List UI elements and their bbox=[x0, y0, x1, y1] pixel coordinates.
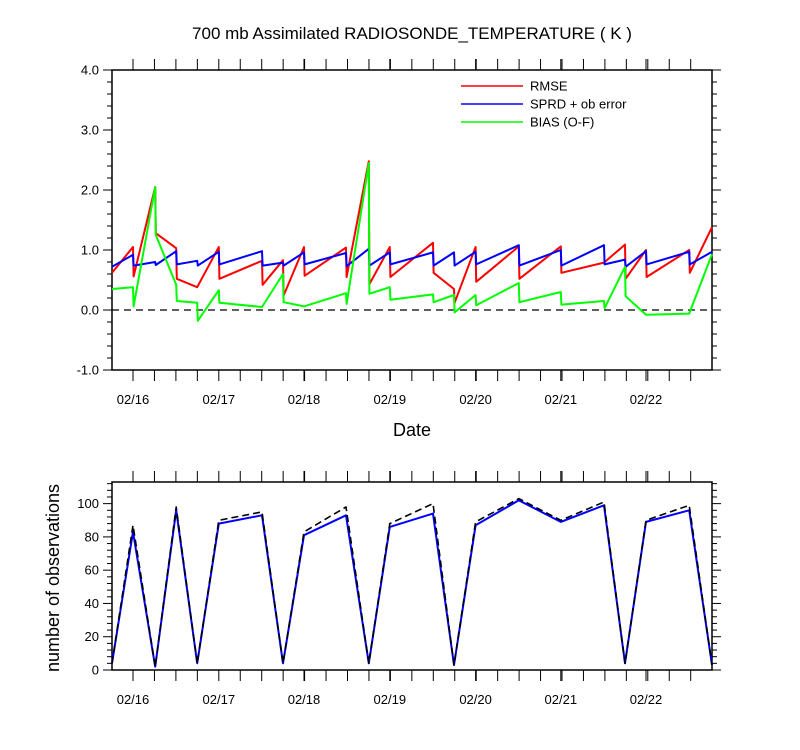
y-tick-label: -1.0 bbox=[77, 363, 99, 378]
legend-label-sprd-ob-error: SPRD + ob error bbox=[530, 97, 627, 112]
y-tick-label: 60 bbox=[85, 563, 99, 578]
x-tick-label: 02/21 bbox=[545, 392, 578, 407]
x-tick-label: 02/17 bbox=[203, 692, 236, 707]
top-panel: 700 mb Assimilated RADIOSONDE_TEMPERATUR… bbox=[77, 24, 721, 440]
y-tick-label: 80 bbox=[85, 529, 99, 544]
x-tick-label: 02/16 bbox=[117, 692, 150, 707]
y-tick-label: 1.0 bbox=[81, 243, 99, 258]
x-tick-label: 02/22 bbox=[630, 392, 663, 407]
y-tick-label: 20 bbox=[85, 629, 99, 644]
series-line-rmse bbox=[111, 160, 713, 304]
x-tick-label: 02/18 bbox=[288, 692, 321, 707]
bottom-panel: number of observations 0 20 40 60 80 100 02/16… bbox=[43, 471, 721, 707]
legend-label-rmse: RMSE bbox=[530, 79, 568, 94]
x-tick-label: 02/19 bbox=[374, 692, 407, 707]
y-tick-label: 100 bbox=[77, 496, 99, 511]
y-tick-label: 0 bbox=[92, 663, 99, 678]
y-tick-label: 4.0 bbox=[81, 63, 99, 78]
y-tick-label: 0.0 bbox=[81, 303, 99, 318]
x-tick-label: 02/20 bbox=[459, 392, 492, 407]
series-line-total bbox=[111, 497, 713, 668]
legend-label-bias-o-f: BIAS (O-F) bbox=[530, 115, 594, 130]
x-tick-label: 02/19 bbox=[374, 392, 407, 407]
x-tick-label: 02/21 bbox=[545, 692, 578, 707]
series-line-bias-o-f bbox=[111, 162, 713, 322]
chart-title: 700 mb Assimilated RADIOSONDE_TEMPERATUR… bbox=[192, 24, 632, 43]
y-tick-label: 40 bbox=[85, 596, 99, 611]
x-tick-label: 02/20 bbox=[459, 692, 492, 707]
x-axis-title: Date bbox=[393, 420, 431, 440]
x-tick-label: 02/16 bbox=[117, 392, 150, 407]
y-tick-label: 3.0 bbox=[81, 123, 99, 138]
x-tick-label: 02/18 bbox=[288, 392, 321, 407]
plot-frame bbox=[111, 69, 713, 371]
series-line-sprd-ob-error bbox=[111, 244, 713, 268]
x-tick-label: 02/22 bbox=[630, 692, 663, 707]
x-tick-label: 02/17 bbox=[203, 392, 236, 407]
y-tick-label: 2.0 bbox=[81, 183, 99, 198]
y-axis-title: number of observations bbox=[43, 484, 63, 672]
